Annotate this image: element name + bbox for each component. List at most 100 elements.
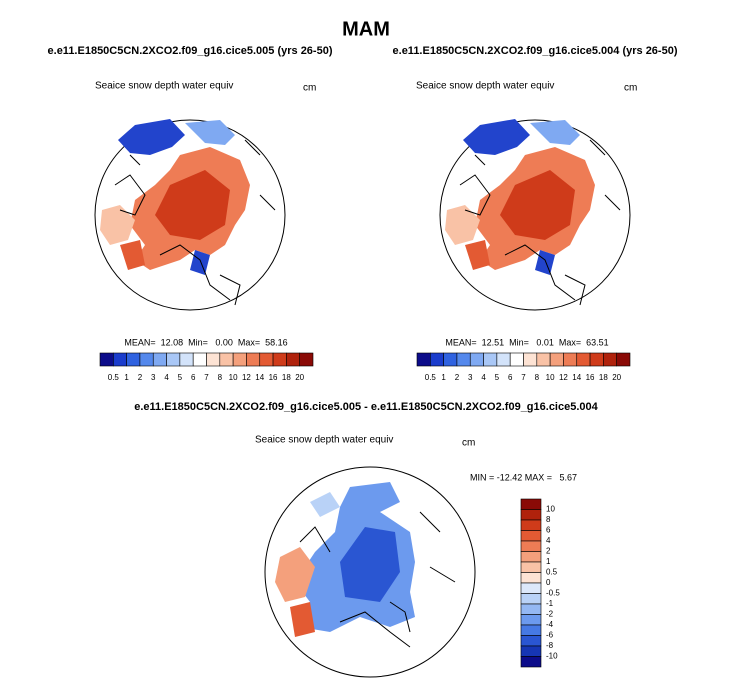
colorbar-label: -2 — [546, 610, 554, 619]
colorbar-box — [456, 352, 471, 367]
colorbar-label: 16 — [269, 373, 278, 382]
colorbar-box — [563, 352, 578, 367]
colorbar-label: -4 — [546, 620, 554, 629]
colorbar-box — [139, 352, 154, 367]
variable-label: Seaice snow depth water equiv — [416, 81, 554, 92]
colorbar-label: 0.5 — [546, 568, 558, 577]
colorbar-box — [272, 352, 287, 367]
colorbar-box — [520, 561, 542, 573]
difference-map — [264, 466, 476, 678]
colorbar-box — [509, 352, 524, 367]
colorbar-label: 4 — [546, 536, 551, 545]
colorbar-label: -1 — [546, 599, 554, 608]
map — [439, 118, 631, 311]
colorbar-box — [520, 624, 542, 636]
colorbar-box — [299, 352, 314, 367]
colorbar-label: 0 — [546, 578, 551, 587]
colorbar-label: 8 — [535, 373, 540, 382]
colorbar-label: 5 — [178, 373, 183, 382]
colorbar-box — [603, 352, 617, 367]
case-title: e.e11.E1850C5CN.2XCO2.f09_g16.cice5.004 … — [393, 45, 678, 57]
colorbar-box — [496, 352, 511, 367]
colorbar-box — [520, 582, 542, 594]
colorbar-label: -0.5 — [546, 589, 560, 598]
colorbar-box — [520, 530, 542, 542]
colorbar-label: 2 — [455, 373, 460, 382]
colorbar-label: 10 — [546, 373, 555, 382]
units-label: cm — [462, 438, 475, 449]
colorbar-box — [520, 603, 542, 615]
colorbar-label: 14 — [572, 373, 581, 382]
colorbar-box — [152, 352, 167, 367]
colorbar-box — [520, 551, 542, 563]
colorbar-box — [520, 635, 542, 647]
colorbar-box — [259, 352, 274, 367]
colorbar-label: 0.5 — [425, 373, 437, 382]
colorbar-box — [192, 352, 207, 367]
colorbar-box — [430, 352, 444, 367]
colorbar-label: 14 — [255, 373, 264, 382]
colorbar-box — [589, 352, 604, 367]
colorbar-label: 12 — [242, 373, 251, 382]
colorbar-box — [246, 352, 261, 367]
colorbar-box — [166, 352, 181, 367]
stats: MEAN= 12.08 Min= 0.00 Max= 58.16 — [124, 337, 287, 347]
colorbar-label: 1 — [441, 373, 446, 382]
difference-title: e.e11.E1850C5CN.2XCO2.f09_g16.cice5.005 … — [134, 401, 598, 413]
colorbar-label: 16 — [586, 373, 595, 382]
map — [94, 118, 286, 311]
colorbar-label: 1 — [124, 373, 129, 382]
colorbar-label: 20 — [612, 373, 621, 382]
colorbar-label: 1 — [546, 557, 551, 566]
colorbar-box — [179, 352, 194, 367]
stats: MIN = -12.42 MAX = 5.67 — [470, 472, 577, 482]
colorbar-box — [520, 645, 542, 657]
colorbar-label: 6 — [508, 373, 513, 382]
colorbar-label: 6 — [191, 373, 196, 382]
variable-label: Seaice snow depth water equiv — [95, 81, 233, 92]
units-label: cm — [303, 83, 316, 94]
colorbar-label: 10 — [229, 373, 238, 382]
colorbar-label: 10 — [546, 505, 555, 514]
colorbar-box — [443, 352, 458, 367]
colorbar-label: 5 — [495, 373, 500, 382]
colorbar-box — [286, 352, 300, 367]
colorbar-label: 4 — [164, 373, 169, 382]
stats: MEAN= 12.51 Min= 0.01 Max= 63.51 — [445, 337, 608, 347]
colorbar-label: 12 — [559, 373, 568, 382]
colorbar-box — [483, 352, 498, 367]
colorbar-label: 4 — [481, 373, 486, 382]
colorbar-box — [520, 614, 542, 626]
colorbar-label: 0.5 — [108, 373, 120, 382]
colorbar-label: 6 — [546, 526, 551, 535]
colorbar-box — [520, 656, 542, 668]
units-label: cm — [624, 83, 637, 94]
colorbar-label: 20 — [295, 373, 304, 382]
colorbar-label: 8 — [546, 515, 551, 524]
colorbar-box — [549, 352, 564, 367]
case-title: e.e11.E1850C5CN.2XCO2.f09_g16.cice5.005 … — [48, 45, 333, 57]
colorbar-box — [219, 352, 234, 367]
colorbar-label: 2 — [138, 373, 143, 382]
colorbar-label: 8 — [218, 373, 223, 382]
colorbar-box — [616, 352, 631, 367]
variable-label: Seaice snow depth water equiv — [255, 435, 393, 446]
colorbar-label: 3 — [151, 373, 156, 382]
colorbar-box — [469, 352, 484, 367]
colorbar-label: 2 — [546, 547, 551, 556]
colorbar-label: -6 — [546, 631, 554, 640]
colorbar-box — [113, 352, 127, 367]
colorbar-box — [523, 352, 538, 367]
colorbar-box — [126, 352, 141, 367]
colorbar-box — [520, 572, 542, 584]
colorbar-label: -8 — [546, 641, 554, 650]
colorbar-box — [536, 352, 551, 367]
colorbar-box — [520, 498, 542, 510]
colorbar-box — [576, 352, 591, 367]
main-title: MAM — [342, 18, 390, 40]
colorbar-label: 7 — [521, 373, 526, 382]
colorbar-box — [206, 352, 221, 367]
colorbar-box — [416, 352, 431, 367]
colorbar-box — [99, 352, 114, 367]
